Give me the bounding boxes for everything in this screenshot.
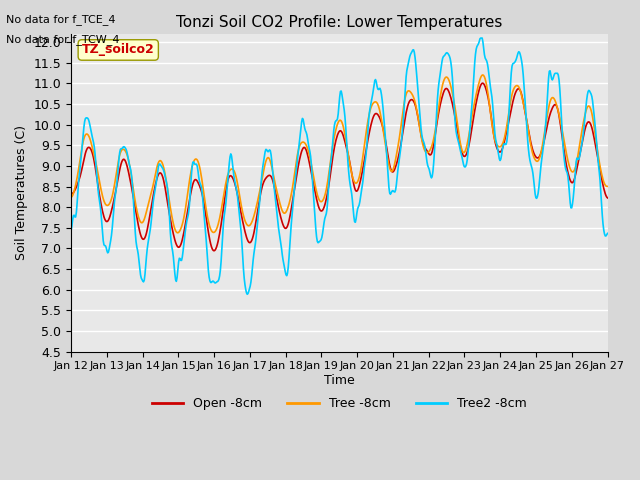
Tree2 -8cm xyxy=(67,228,75,233)
Tree2 -8cm xyxy=(243,291,251,297)
Line: Open -8cm: Open -8cm xyxy=(71,83,607,251)
X-axis label: Time: Time xyxy=(324,374,355,387)
Tree -8cm xyxy=(604,183,611,189)
Title: Tonzi Soil CO2 Profile: Lower Temperatures: Tonzi Soil CO2 Profile: Lower Temperatur… xyxy=(176,15,502,30)
Y-axis label: Soil Temperatures (C): Soil Temperatures (C) xyxy=(15,125,28,260)
Tree -8cm xyxy=(188,168,195,173)
Open -8cm xyxy=(187,192,195,197)
Open -8cm xyxy=(132,210,140,216)
Tree -8cm xyxy=(216,216,223,221)
Tree2 -8cm xyxy=(405,57,413,62)
Tree2 -8cm xyxy=(132,239,140,245)
Open -8cm xyxy=(421,144,429,150)
Tree2 -8cm xyxy=(604,230,611,236)
Tree -8cm xyxy=(67,194,75,200)
Tree -8cm xyxy=(405,88,413,94)
Tree2 -8cm xyxy=(77,157,84,163)
Line: Tree -8cm: Tree -8cm xyxy=(71,75,607,233)
Tree2 -8cm xyxy=(215,276,223,282)
Open -8cm xyxy=(77,170,84,176)
Tree2 -8cm xyxy=(187,186,195,192)
Tree2 -8cm xyxy=(477,35,484,41)
Text: No data for f_TCE_4: No data for f_TCE_4 xyxy=(6,14,116,25)
Open -8cm xyxy=(211,248,218,253)
Open -8cm xyxy=(479,80,487,86)
Tree -8cm xyxy=(421,147,429,153)
Open -8cm xyxy=(604,195,611,201)
Tree -8cm xyxy=(132,204,140,209)
Open -8cm xyxy=(67,191,75,196)
Line: Tree2 -8cm: Tree2 -8cm xyxy=(71,38,607,294)
Tree -8cm xyxy=(77,152,84,157)
Tree2 -8cm xyxy=(421,143,429,149)
Open -8cm xyxy=(405,99,413,105)
Tree -8cm xyxy=(479,72,487,78)
Legend: Open -8cm, Tree -8cm, Tree2 -8cm: Open -8cm, Tree -8cm, Tree2 -8cm xyxy=(147,392,531,415)
Text: TZ_soilco2: TZ_soilco2 xyxy=(82,44,155,57)
Tree -8cm xyxy=(174,230,182,236)
Open -8cm xyxy=(216,231,223,237)
Text: No data for f_TCW_4: No data for f_TCW_4 xyxy=(6,34,120,45)
